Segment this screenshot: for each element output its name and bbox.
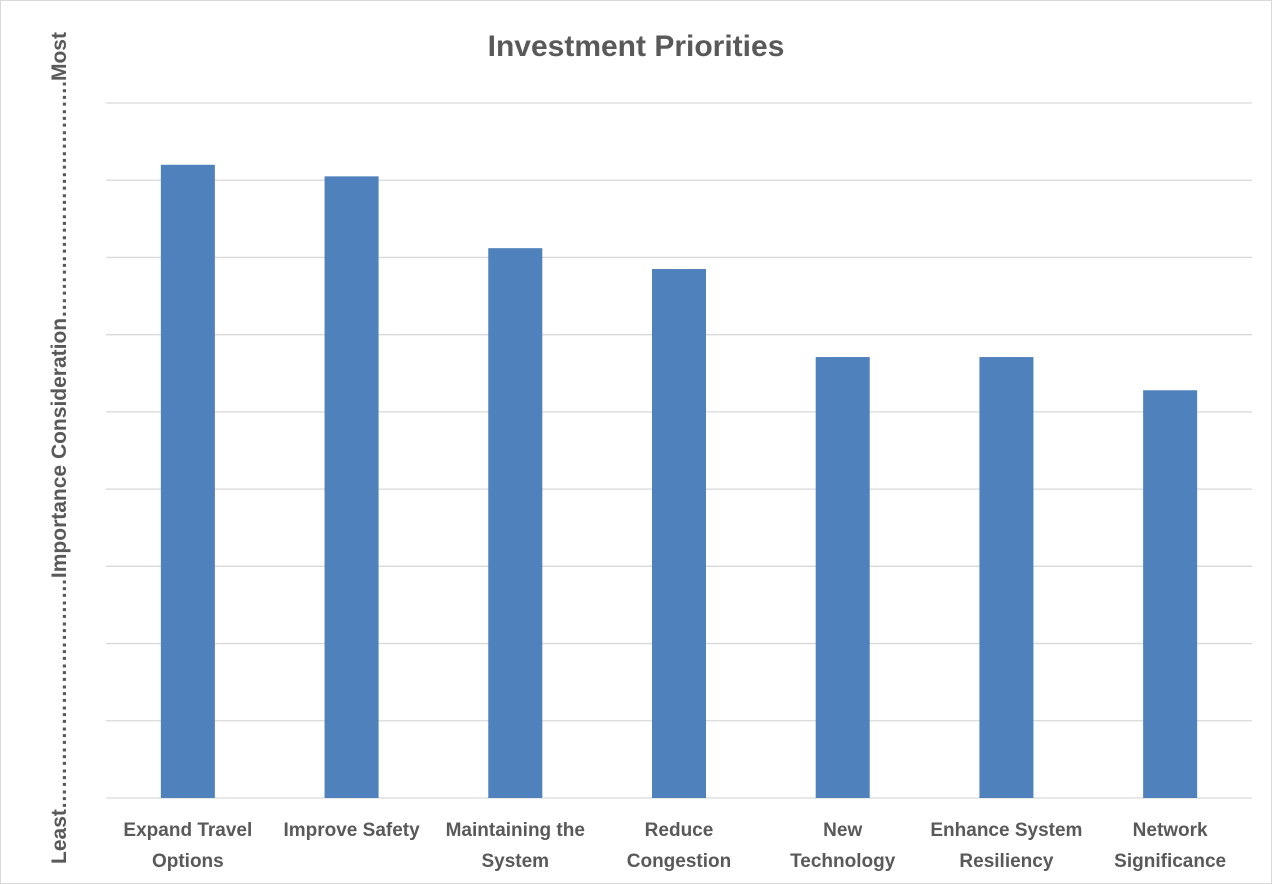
x-tick-label: New Technology	[790, 820, 896, 872]
x-tick-label: Improve Safety	[283, 820, 420, 841]
bar-1	[160, 164, 215, 798]
bar-4	[651, 269, 707, 798]
x-tick-label: Maintaining the System	[446, 820, 585, 872]
x-tick-label: Expand Travel Options	[123, 820, 252, 872]
x-tick-label: Network Significance	[1114, 820, 1226, 872]
x-tick-label: Enhance System Resiliency	[930, 820, 1082, 872]
chart-title: Investment Priorities	[487, 30, 785, 63]
y-axis-label: Least……………………………Importance Consideration…	[48, 32, 71, 864]
bar-2	[324, 176, 379, 799]
bar-7	[1143, 390, 1198, 798]
bar-6	[979, 357, 1034, 798]
bar-3	[488, 248, 543, 798]
x-tick-label: Reduce Congestion	[627, 820, 732, 872]
bar-5	[815, 357, 870, 798]
